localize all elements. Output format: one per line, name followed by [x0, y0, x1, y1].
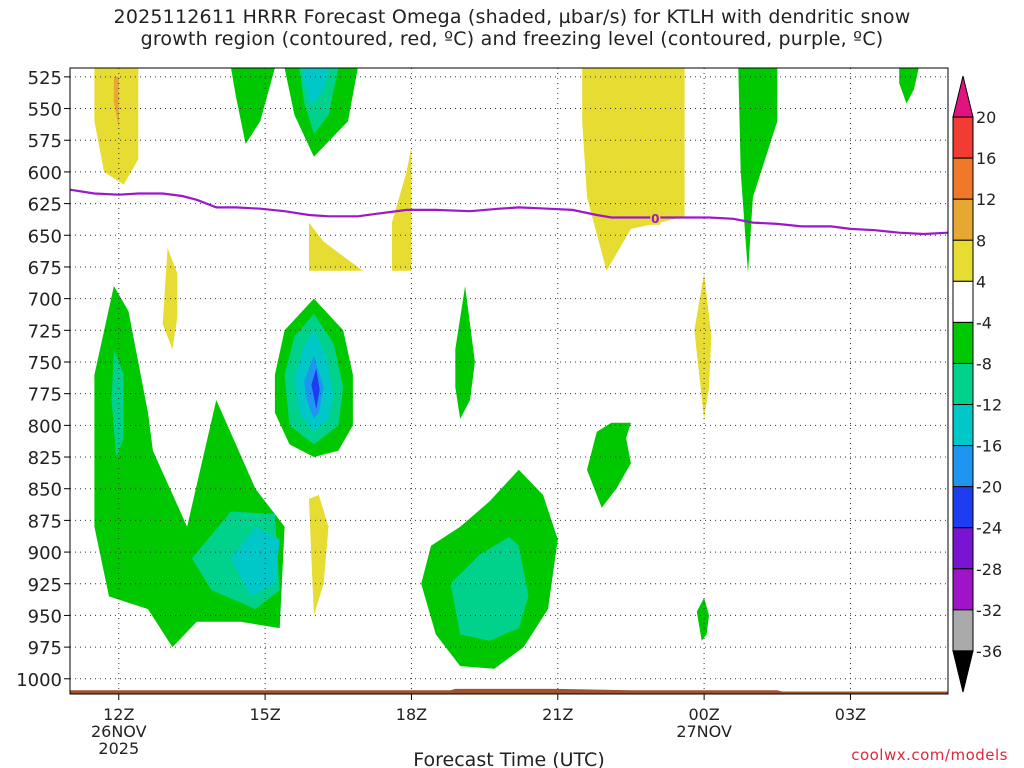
- credit-text: coolwx.com/models: [851, 746, 1008, 764]
- colorbar-swatch-8: [952, 404, 974, 447]
- colorbar-label-1: 16: [976, 149, 996, 168]
- colorbar-label-3: 8: [976, 231, 986, 250]
- colorbar-swatch-6: [952, 321, 974, 364]
- omega-region-yellow-12z-upper: [94, 68, 139, 185]
- colorbar-swatch-9: [952, 445, 974, 488]
- freezing-level-label-bg: [650, 211, 661, 225]
- omega-region-green-00z-lower: [696, 597, 709, 641]
- colorbar-label-11: -28: [976, 560, 1002, 579]
- colorbar-label-7: -12: [976, 396, 1002, 415]
- colorbar-label-12: -32: [976, 601, 1002, 620]
- omega-region-deepblue-16z-mid: [311, 368, 320, 409]
- colorbar-label-8: -16: [976, 437, 1002, 456]
- omega-region-green-14z-upper: [231, 68, 275, 144]
- y-tick-label-975: 975: [28, 638, 62, 659]
- colorbar-label-5: -4: [976, 313, 992, 332]
- y-tick-label-900: 900: [28, 543, 62, 564]
- colorbar-label-10: -24: [976, 519, 1002, 538]
- y-axis: 525 550 575 600 625 650 675 700 725 750 775 800 825 8…: [16, 68, 70, 691]
- omega-region-orange-12z-upper: [113, 76, 119, 128]
- y-tick-label-775: 775: [28, 385, 62, 406]
- y-tick-label-700: 700: [28, 290, 62, 311]
- omega-shading-layer: [94, 68, 919, 669]
- omega-region-yellow-00z-mid: [694, 273, 712, 419]
- colorbar-label-13: -36: [976, 642, 1002, 661]
- omega-region-yellow-16z-lower: [309, 495, 329, 616]
- colorbar-swatch-11: [952, 527, 974, 570]
- omega-region-teal-12z-lower: [111, 349, 124, 457]
- y-tick-label-850: 850: [28, 480, 62, 501]
- y-tick-label-725: 725: [28, 321, 62, 342]
- omega-region-teal-20z-lower: [450, 536, 529, 641]
- freezing-level-label: 0: [651, 212, 659, 226]
- x-tick-label-00Z: 00Z: [688, 705, 719, 724]
- plot-frame: [69, 67, 949, 695]
- y-tick-label-875: 875: [28, 511, 62, 532]
- omega-region-cyan-14z-lower: [231, 526, 280, 597]
- colorbar-label-4: 4: [976, 272, 986, 291]
- x-date-label-12Z: 26NOV: [91, 722, 147, 741]
- y-tick-label-525: 525: [28, 68, 62, 89]
- y-tick-label-625: 625: [28, 195, 62, 216]
- omega-region-green-04z-upper: [899, 68, 919, 104]
- y-tick-label-925: 925: [28, 575, 62, 596]
- colorbar-swatch-10: [952, 486, 974, 529]
- colorbar: 20 16 12 8 4 -4 -8 -12 -16 -20 -24 -28 -32 -36: [952, 75, 1002, 693]
- x-tick-label-21Z: 21Z: [542, 705, 573, 724]
- colorbar-label-0: 20: [976, 108, 996, 127]
- y-tick-label-600: 600: [28, 163, 62, 184]
- x-axis-title: Forecast Time (UTC): [413, 749, 604, 768]
- y-tick-label-825: 825: [28, 448, 62, 469]
- colorbar-bottom-arrow: [952, 650, 974, 693]
- chart-title-line2: growth region (contoured, red, ºC) and f…: [140, 28, 884, 50]
- x-year-label-12Z: 2025: [98, 739, 139, 758]
- colorbar-swatch-3: [952, 198, 974, 241]
- y-tick-label-650: 650: [28, 226, 62, 247]
- omega-region-yellow-18z-upper: [391, 146, 412, 271]
- x-tick-label-18Z: 18Z: [396, 705, 427, 724]
- colorbar-swatch-1: [952, 116, 974, 159]
- x-tick-label-03Z: 03Z: [835, 705, 866, 724]
- y-tick-label-1000: 1000: [16, 670, 62, 691]
- x-tick-label-12Z: 12Z: [103, 705, 134, 724]
- colorbar-top-arrow: [952, 75, 974, 118]
- colorbar-label-9: -20: [976, 478, 1002, 497]
- x-tick-label-15Z: 15Z: [249, 705, 280, 724]
- omega-region-yellow-23z-upper: [582, 68, 685, 271]
- y-tick-label-800: 800: [28, 416, 62, 437]
- omega-region-green-19z-thin: [455, 286, 475, 419]
- surface-terrain: [70, 688, 948, 694]
- colorbar-swatch-2: [952, 157, 974, 200]
- freezing-level-layer: 0: [69, 188, 949, 236]
- colorbar-label-6: -8: [976, 354, 992, 373]
- omega-region-yellow-16z-mid: [309, 222, 363, 271]
- chart-title-line1: 2025112611 HRRR Forecast Omega (shaded, …: [113, 6, 911, 28]
- omega-region-green-00z-spike: [738, 68, 778, 274]
- y-tick-label-550: 550: [28, 100, 62, 121]
- y-tick-label-675: 675: [28, 258, 62, 279]
- colorbar-swatch-4: [952, 239, 974, 282]
- colorbar-swatch-13: [952, 609, 974, 652]
- chart-title: 2025112611 HRRR Forecast Omega (shaded, …: [0, 6, 1024, 50]
- colorbar-swatch-5: [952, 280, 974, 323]
- colorbar-swatch-12: [952, 568, 974, 611]
- colorbar-swatch-7: [952, 362, 974, 406]
- terrain-layer: [70, 688, 948, 694]
- y-tick-label-950: 950: [28, 606, 62, 627]
- y-tick-label-575: 575: [28, 131, 62, 152]
- omega-region-cyan-16z-upper: [304, 68, 329, 106]
- colorbar-label-2: 12: [976, 190, 996, 209]
- x-date-label-00Z: 27NOV: [676, 722, 732, 741]
- y-tick-label-750: 750: [28, 353, 62, 374]
- omega-region-green-22z-mid: [587, 422, 631, 508]
- freezing-level-line: [69, 188, 949, 236]
